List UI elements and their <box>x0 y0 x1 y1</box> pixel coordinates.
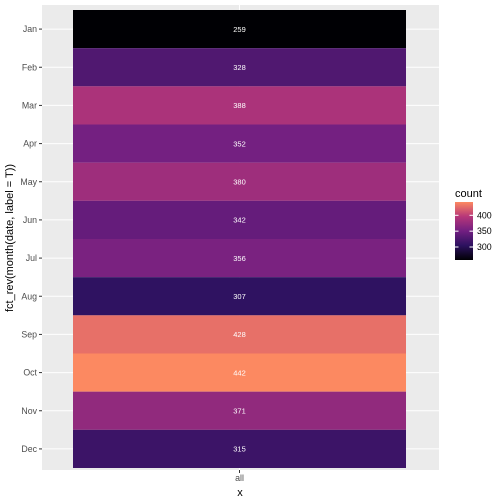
data-label-aug: 307 <box>233 292 246 301</box>
legend-tick-label-350: 350 <box>477 226 492 236</box>
data-label-may: 380 <box>233 177 246 186</box>
legend-title: count <box>455 188 482 200</box>
tile-feb <box>73 48 406 87</box>
tile-dec <box>73 429 406 468</box>
y-tick-label-jul: Jul <box>26 253 37 263</box>
legend-tick-label-400: 400 <box>477 210 492 220</box>
y-tick-label-jun: Jun <box>23 215 37 225</box>
data-label-jun: 342 <box>233 216 246 225</box>
y-tick-label-sep: Sep <box>21 329 37 339</box>
data-label-dec: 315 <box>233 445 246 454</box>
tile-mar <box>73 86 406 125</box>
tile-nov <box>73 391 406 430</box>
y-tick-label-apr: Apr <box>23 139 37 149</box>
tile-jun <box>73 200 406 239</box>
tile-jul <box>73 239 406 278</box>
y-tick-label-feb: Feb <box>22 62 37 72</box>
data-label-nov: 371 <box>233 406 246 415</box>
data-label-mar: 388 <box>233 101 246 110</box>
legend-ticks: 300 350 400 <box>455 210 492 252</box>
heatmap-tiles: 259 328 388 352 380 342 356 307 428 442 371 315 <box>73 10 406 468</box>
legend-colorbar <box>455 202 473 260</box>
tile-may <box>73 162 406 201</box>
y-axis: Jan Feb Mar Apr May Jun Jul Aug Sep Oct Nov Dec <box>20 24 42 454</box>
y-tick-label-mar: Mar <box>22 100 37 110</box>
data-label-feb: 328 <box>233 63 246 72</box>
x-axis: all <box>235 470 244 483</box>
data-label-apr: 352 <box>233 139 246 148</box>
tile-oct <box>73 353 406 392</box>
y-tick-label-jan: Jan <box>23 24 37 34</box>
y-axis-title: fct_rev(month(date, label = T)) <box>4 164 16 312</box>
y-tick-label-aug: Aug <box>21 291 37 301</box>
tile-aug <box>73 277 406 316</box>
y-tick-label-dec: Dec <box>21 444 37 454</box>
data-label-oct: 442 <box>233 368 246 377</box>
data-label-jan: 259 <box>233 25 246 34</box>
data-label-jul: 356 <box>233 254 246 263</box>
tile-jan <box>73 10 406 49</box>
y-tick-label-nov: Nov <box>21 406 37 416</box>
x-tick-label-all: all <box>235 473 244 483</box>
y-tick-label-may: May <box>20 177 37 187</box>
x-axis-title: x <box>237 487 243 499</box>
y-tick-label-oct: Oct <box>23 368 37 378</box>
tile-sep <box>73 315 406 354</box>
tile-apr <box>73 124 406 163</box>
legend: count 300 350 400 <box>455 188 492 260</box>
legend-tick-label-300: 300 <box>477 242 492 252</box>
data-label-sep: 428 <box>233 330 246 339</box>
